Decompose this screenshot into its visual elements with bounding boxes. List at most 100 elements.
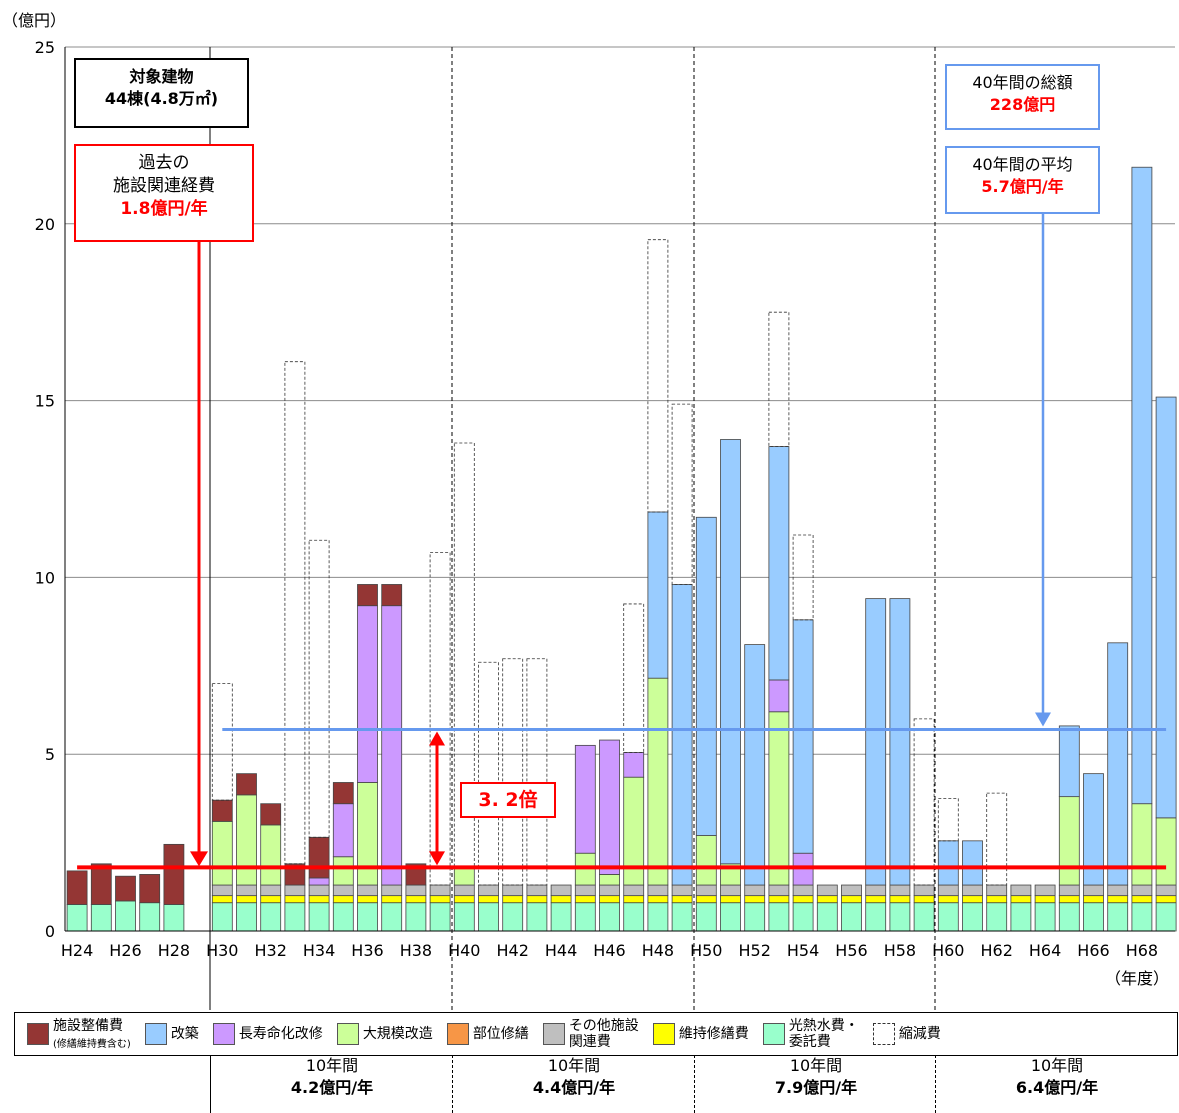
bar-segment [962,902,983,932]
bar-segment [986,895,1008,904]
bar-segment [478,661,499,886]
bar-segment [90,863,112,905]
bar-segment [1155,817,1177,886]
y-tick-label: 5 [45,745,55,764]
bar-segment [816,884,838,897]
x-tick-label: H48 [642,941,674,960]
bar-segment [332,884,354,897]
x-tick-label: H42 [497,941,529,960]
bar-segment [792,902,814,932]
legend-swatch [872,1023,895,1045]
bar-segment [1058,725,1080,798]
bar-segment [357,884,378,897]
bar-segment [1155,902,1177,932]
bar-segment [574,902,596,932]
total-value: 228億円 [989,94,1056,114]
bar-segment [647,677,669,886]
legend-label: 維持修繕費 [678,1025,749,1042]
bar-segment [913,895,935,904]
bar-segment [1131,884,1153,897]
bar-segment [453,902,475,932]
legend-item: 大規模改造 [336,1023,433,1045]
bar-segment [695,516,717,836]
period-3-label: 10年間 [789,1056,843,1075]
legend-swatch [27,1023,49,1045]
bar-segment [405,902,427,932]
x-unit-label: （年度） [1105,969,1169,988]
legend-swatch [336,1023,359,1045]
y-tick-label: 0 [45,922,55,941]
bar-segment [429,902,451,932]
x-tick-label: H68 [1126,941,1158,960]
period-3-value: 7.9億円/年 [774,1078,858,1098]
bar-segment [986,902,1008,932]
period-3: 10年間 7.9億円/年 [696,1055,936,1100]
ratio-label: 3. 2倍 [460,782,556,818]
bar-segment [550,902,572,932]
x-tick-label: H36 [351,941,383,960]
period-2-label: 10年間 [547,1056,601,1075]
x-tick-label: H60 [932,941,964,960]
bar-segment [792,895,814,904]
x-tick-label: H46 [593,941,625,960]
bar-segment [623,884,645,897]
target-building-box: 対象建物 44棟(4.8万㎡) [74,58,249,128]
bar-segment [1107,642,1129,886]
x-tick-label: H66 [1077,941,1109,960]
bar-segment [986,792,1008,886]
bar-segment [381,884,403,897]
bar-segment [889,902,911,932]
bar-segment [453,442,475,868]
legend-item: 部位修繕 [446,1023,529,1045]
period-divider [694,1055,695,1113]
bar-segment [66,904,88,932]
period-2-value: 4.4億円/年 [532,1078,616,1098]
bar-segment [115,900,136,932]
legend-item: 維持修繕費 [652,1023,749,1045]
stacked-bar-chart: （億円） （年度） 0 5 10 15 20 25 H24 H26 H28 H30 H32 H34 H3… [2,11,1177,1010]
bar-segment [211,683,233,801]
bar-segment [381,895,403,904]
legend-label: 施設整備費 [53,1018,123,1035]
bar-segment [1131,803,1153,886]
bar-segment [502,884,524,897]
bar-segment [647,884,669,897]
bar-segment [913,902,935,932]
bar-segment [720,895,741,904]
bar-segment [816,895,838,904]
period-1: 10年間 4.2億円/年 [212,1055,452,1100]
bar-segment [865,598,887,886]
bar-segment [1010,884,1032,897]
legend-swatch [144,1023,167,1045]
bar-segment [720,902,741,932]
x-tick-label: H54 [787,941,819,960]
bar-segment [792,534,814,621]
bar-segment [599,895,620,904]
bar-segment [139,902,161,932]
bar-segment [1155,396,1177,819]
bar-segment [671,403,693,585]
bar-segment [1131,166,1153,805]
x-tick-label: H26 [109,941,141,960]
bar-segment [453,866,475,886]
legend-item: 施設整備費 (修繕維持費含む) [27,1018,131,1050]
target-title: 対象建物 [129,67,194,86]
bar-segment [865,884,887,897]
bar-segment [647,239,669,513]
bar-segment [163,904,185,932]
bar-segment [308,539,330,838]
bar-segment [695,902,717,932]
bar-segment [502,658,524,886]
bar-segment [792,884,814,897]
total-box: 40年間の総額 228億円 [945,64,1100,130]
period-divider [210,1055,211,1113]
bar-segment [332,803,354,858]
legend-label: 大規模改造 [362,1025,433,1042]
bar-segment [211,884,233,897]
bar-segment [599,874,620,886]
bar-segment [768,895,790,904]
bar-segment [647,902,669,932]
bar-segment [429,884,451,897]
bar-segment [308,877,330,886]
bar-segment [357,605,378,783]
